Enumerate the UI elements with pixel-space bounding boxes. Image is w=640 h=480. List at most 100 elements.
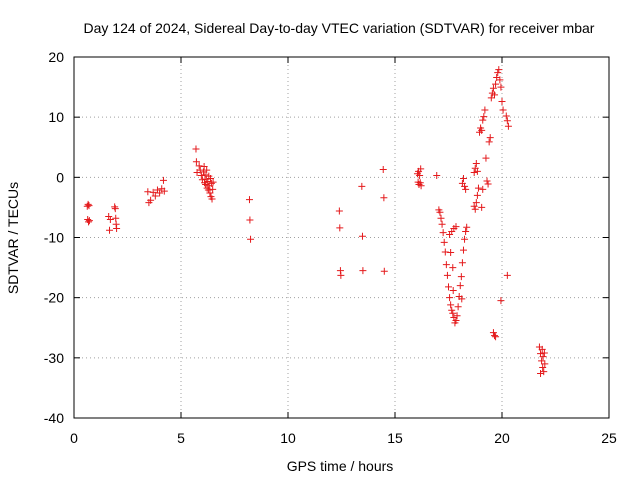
data-point <box>416 179 424 187</box>
data-point <box>458 259 466 267</box>
data-point <box>473 167 481 175</box>
data-point <box>201 171 209 179</box>
data-point <box>538 357 546 365</box>
x-tick-label: 10 <box>280 430 296 446</box>
data-point <box>503 117 511 125</box>
x-tick-label: 5 <box>177 430 185 446</box>
data-point <box>456 282 464 290</box>
data-point <box>443 271 451 279</box>
data-point <box>478 203 486 211</box>
data-point <box>471 205 479 213</box>
data-point <box>462 227 470 235</box>
data-point <box>416 172 424 180</box>
y-tick-label: 0 <box>56 169 64 185</box>
data-point <box>474 184 482 192</box>
data-point <box>85 218 93 226</box>
y-tick-label: 10 <box>48 109 64 125</box>
data-point <box>483 177 491 185</box>
data-point <box>437 214 445 222</box>
y-tick-label: -20 <box>44 290 64 306</box>
data-point <box>479 116 487 124</box>
data-point <box>200 163 208 171</box>
data-point <box>458 179 466 187</box>
data-point <box>336 224 344 232</box>
y-axis-label: SDTVAR / TECUs <box>5 182 21 294</box>
y-tick-label: -10 <box>44 230 64 246</box>
data-point <box>453 312 461 320</box>
data-point <box>246 216 254 224</box>
data-point <box>489 329 497 337</box>
data-point <box>449 286 457 294</box>
data-point <box>159 176 167 184</box>
data-point <box>380 194 388 202</box>
data-point <box>436 208 444 216</box>
data-point <box>448 306 456 314</box>
data-point <box>85 217 93 225</box>
data-point <box>440 238 448 246</box>
data-point <box>540 349 548 357</box>
data-point <box>459 175 467 183</box>
data-point <box>540 368 548 376</box>
data-point <box>111 203 119 211</box>
data-point <box>489 84 497 92</box>
data-point <box>203 166 211 174</box>
data-point <box>441 248 449 256</box>
data-point <box>151 192 159 200</box>
data-point <box>459 246 467 254</box>
data-point <box>111 205 119 213</box>
data-point <box>335 207 343 215</box>
data-point <box>438 220 446 228</box>
data-point <box>207 175 215 183</box>
data-point <box>201 179 209 187</box>
data-point <box>503 271 511 279</box>
data-point <box>380 267 388 275</box>
data-point <box>358 182 366 190</box>
data-point <box>197 172 205 180</box>
data-point <box>209 178 217 186</box>
data-point <box>449 264 457 272</box>
data-point <box>457 273 465 281</box>
data-point <box>470 202 478 210</box>
data-points <box>83 66 549 377</box>
data-point <box>192 158 200 166</box>
data-point <box>462 185 470 193</box>
data-point <box>105 212 113 220</box>
data-point <box>478 126 486 134</box>
data-point <box>454 303 462 311</box>
data-point <box>445 283 452 291</box>
y-tick-label: -40 <box>44 410 64 426</box>
x-axis-label: GPS time / hours <box>287 458 394 474</box>
data-point <box>539 363 547 371</box>
data-point <box>452 317 460 325</box>
data-point <box>447 249 455 257</box>
data-point <box>472 199 480 207</box>
data-point <box>494 69 502 77</box>
y-tick-label: -30 <box>44 350 64 366</box>
data-point <box>113 224 121 232</box>
data-point <box>463 223 471 231</box>
data-point <box>85 202 93 210</box>
data-point <box>417 182 425 190</box>
data-point <box>492 80 500 88</box>
data-point <box>442 261 450 269</box>
data-point <box>379 166 387 174</box>
data-point <box>502 112 510 120</box>
data-point <box>206 189 214 197</box>
data-point <box>491 332 499 340</box>
data-point <box>486 134 494 142</box>
grid <box>74 57 609 418</box>
data-point <box>156 189 164 197</box>
x-tick-label: 15 <box>387 430 403 446</box>
data-point <box>204 186 212 194</box>
data-point <box>473 191 481 199</box>
data-point <box>480 113 488 121</box>
data-point <box>472 159 480 167</box>
data-point <box>417 165 425 173</box>
data-point <box>497 297 505 305</box>
data-point <box>358 232 366 240</box>
data-point <box>491 91 499 99</box>
data-point <box>479 185 487 193</box>
data-point <box>492 333 500 341</box>
data-point <box>207 179 215 187</box>
